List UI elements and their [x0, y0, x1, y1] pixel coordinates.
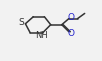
Text: S: S: [18, 18, 24, 27]
Text: O: O: [68, 29, 75, 38]
Text: NH: NH: [36, 31, 48, 40]
Text: O: O: [67, 13, 74, 22]
